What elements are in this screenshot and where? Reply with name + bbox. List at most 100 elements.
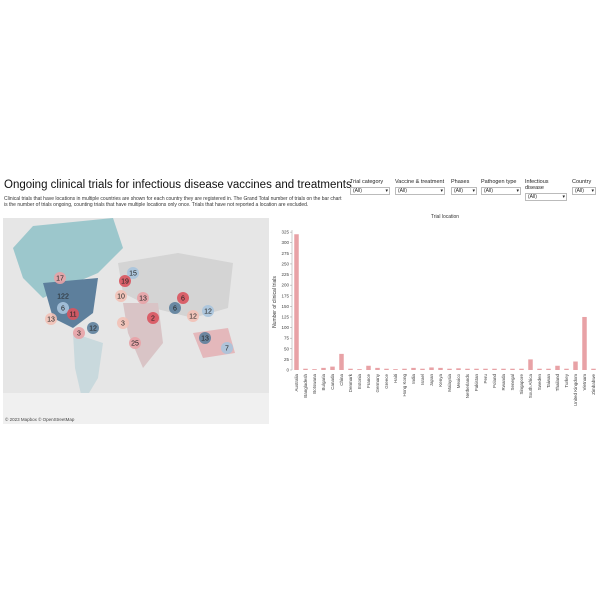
x-tick-label: Hong Kong (402, 374, 407, 397)
bubble-label: 17 (56, 276, 64, 283)
x-tick-label: Senegal (510, 374, 515, 391)
x-tick-label: Sweden (537, 374, 542, 391)
x-tick-label: United Kingdom (573, 374, 578, 406)
map-bubble (169, 302, 181, 314)
x-tick-label: India (411, 374, 416, 384)
bubble-label: 12 (189, 314, 197, 321)
south-america (73, 333, 103, 403)
bar (303, 368, 308, 370)
x-tick-label: South Africa (528, 374, 533, 399)
map-bubble (73, 327, 85, 339)
bar (546, 368, 551, 370)
x-tick-label: Turkey (564, 373, 569, 387)
bubble-label: 15 (129, 271, 137, 278)
map-bubble (177, 292, 189, 304)
filter: Country (All) (572, 179, 596, 195)
bar (528, 359, 533, 370)
x-tick-label: China (339, 374, 344, 386)
x-tick-label: Rwanda (501, 374, 506, 391)
bar (321, 367, 326, 370)
y-tick-label: 0 (286, 368, 289, 373)
bubble-label: 3 (77, 331, 81, 338)
description: Clinical trials that have locations in m… (4, 196, 342, 208)
y-tick-label: 325 (281, 230, 289, 235)
map-bubble (54, 272, 66, 284)
bubble-label: 19 (121, 279, 129, 286)
x-tick-label: Haiti (393, 374, 398, 383)
filter-dropdown[interactable]: (All) (395, 187, 445, 195)
bar (483, 368, 488, 370)
map-bubble (199, 332, 211, 344)
map-bubble (129, 337, 141, 349)
bar (555, 365, 560, 370)
x-tick-label: Peru (483, 374, 488, 384)
x-tick-label: Mexico (456, 374, 461, 389)
bar (348, 368, 353, 370)
bubble-label: 6 (173, 306, 177, 313)
title: Ongoing clinical trials for infectious d… (4, 179, 352, 191)
bubble-label: 12 (204, 309, 212, 316)
bar (393, 369, 398, 370)
map-credit: © 2023 Mapbox © OpenStreetMap (5, 416, 75, 422)
x-tick-label: Australia (294, 374, 299, 392)
x-tick-label: Malaysia (447, 374, 452, 392)
bubble-label: 6 (61, 306, 65, 313)
bar (420, 368, 425, 370)
bubble-label: 13 (139, 296, 147, 303)
y-tick-label: 75 (284, 336, 290, 341)
map-bubble (57, 302, 69, 314)
filter: Trial category (All) (350, 179, 390, 195)
map-bubble (147, 312, 159, 324)
x-tick-label: Poland (492, 374, 497, 389)
y-tick-label: 225 (281, 272, 289, 277)
filter-label: Vaccine & treatment (395, 179, 445, 185)
x-tick-label: Zimbabwe (591, 374, 596, 395)
filter: Vaccine & treatment (All) (395, 179, 445, 195)
filter-dropdown[interactable]: (All) (350, 187, 390, 195)
x-tick-label: Pakistan (474, 374, 479, 392)
bubble-label: 11 (69, 312, 76, 319)
x-tick-label: Estonia (357, 374, 362, 390)
bubble-label: 2 (151, 316, 155, 323)
x-tick-label: Botswana (312, 374, 317, 394)
x-tick-label: Germany (375, 373, 380, 392)
bubble-label: 10 (117, 294, 125, 301)
bar (537, 368, 542, 370)
y-tick-label: 175 (281, 293, 289, 298)
filter-dropdown[interactable]: (All) (481, 187, 521, 195)
x-tick-label: France (366, 374, 371, 389)
bar (519, 368, 524, 370)
bar-chart: Trial location Number of clinical trials… (272, 214, 596, 406)
bar (573, 361, 578, 370)
bar (465, 368, 470, 370)
filter-label: Infectious disease (525, 179, 549, 191)
map-bubble (202, 305, 214, 317)
bar (501, 368, 506, 370)
x-tick-label: Denmark (348, 373, 353, 392)
filter-dropdown[interactable]: (All) (451, 187, 477, 195)
usa (43, 278, 98, 328)
bar (402, 368, 407, 370)
map-bubble (221, 342, 233, 354)
bar (591, 368, 596, 370)
bubble-label: 13 (47, 317, 55, 324)
filter-dropdown[interactable]: (All) (525, 193, 567, 201)
map-bubble (57, 290, 69, 302)
map-bubble (67, 308, 79, 320)
filter-dropdown[interactable]: (All) (572, 187, 596, 195)
x-tick-label: Taiwan (546, 374, 551, 389)
bubble-label: 25 (131, 341, 139, 348)
x-tick-label: Canada (330, 374, 335, 390)
bar (438, 367, 443, 370)
filter: Phases (All) (451, 179, 477, 195)
bar (357, 369, 362, 370)
x-tick-label: Bulgaria (321, 374, 326, 391)
map-bubble (119, 275, 131, 287)
bar (456, 368, 461, 370)
bubble-label: 6 (181, 296, 185, 303)
map-bubble (127, 267, 139, 279)
bar (330, 366, 335, 370)
y-tick-label: 25 (284, 357, 290, 362)
bubble-label: 3 (121, 321, 125, 328)
bubble-label: 13 (201, 336, 209, 343)
